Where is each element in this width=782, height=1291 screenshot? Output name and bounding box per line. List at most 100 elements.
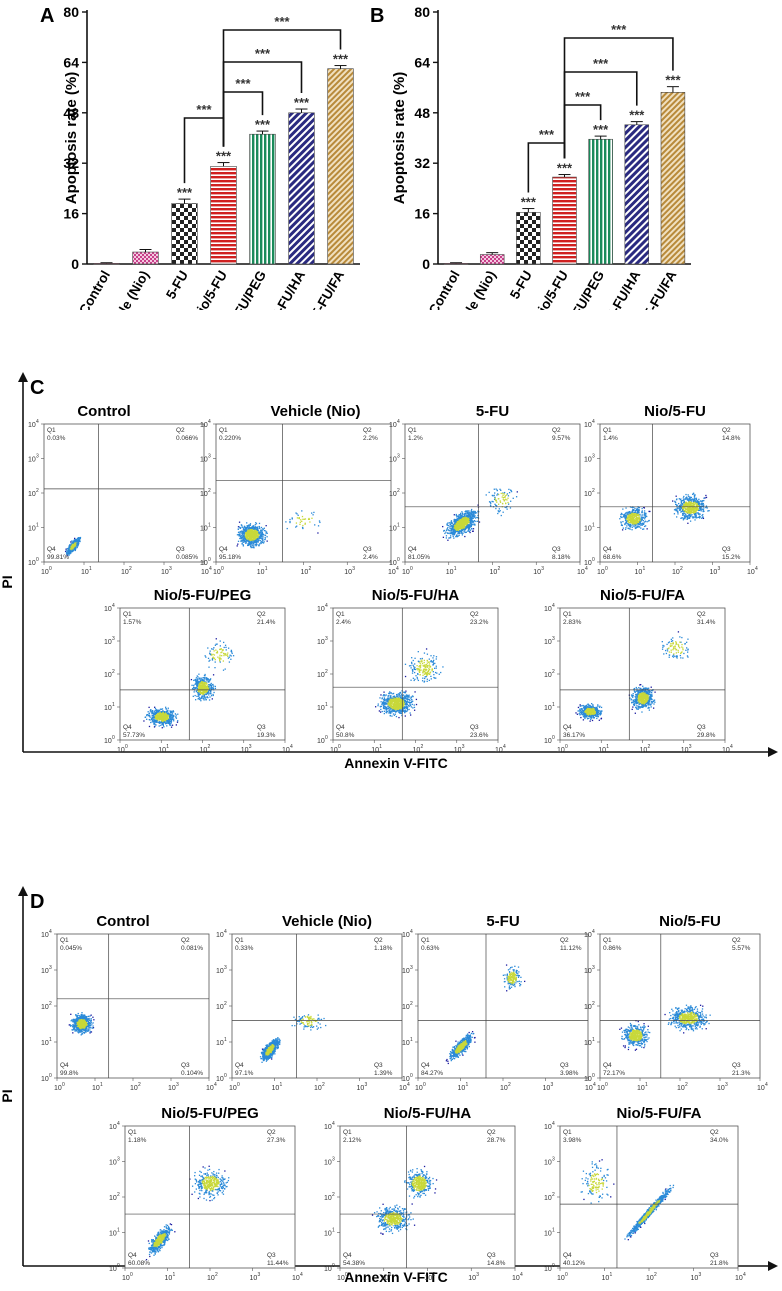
quadrant-name: Q4: [47, 546, 56, 553]
event-dot: [634, 507, 636, 510]
event-dot: [209, 659, 211, 661]
event-dot: [72, 548, 74, 550]
event-dot: [154, 720, 157, 722]
x-tick-exp: 1: [379, 744, 382, 750]
event-dot: [228, 661, 231, 663]
event-dot: [244, 531, 246, 533]
event-dot: [632, 523, 634, 525]
event-dot: [641, 507, 643, 510]
significance-stars: ***: [521, 195, 537, 210]
event-dot: [167, 713, 169, 715]
event-dot: [302, 527, 304, 529]
event-dot: [506, 493, 509, 495]
event-dot: [409, 712, 411, 714]
event-dot: [469, 516, 472, 518]
event-dot: [464, 517, 467, 520]
event-dot: [200, 679, 202, 681]
event-dot: [213, 691, 215, 694]
event-dot: [620, 522, 622, 524]
x-tick-label: Control: [76, 268, 113, 310]
event-dot: [638, 516, 640, 519]
event-dot: [246, 526, 249, 528]
event-dot: [695, 497, 698, 499]
event-dot: [496, 494, 498, 496]
y-tick-label: 10: [317, 672, 325, 679]
event-dot: [442, 530, 445, 532]
event-dot: [478, 521, 481, 523]
x-tick-exp: 0: [49, 566, 52, 572]
event-dot: [629, 510, 631, 513]
event-dot: [198, 673, 200, 675]
event-dot: [452, 535, 454, 538]
x-tick-exp: 0: [221, 566, 224, 572]
event-dot: [633, 516, 636, 518]
event-dot: [474, 512, 476, 515]
event-dot: [681, 506, 684, 508]
event-dot: [685, 503, 688, 506]
event-dot: [214, 658, 216, 661]
event-dot: [684, 514, 687, 516]
event-dot: [67, 549, 69, 551]
event-dot: [446, 529, 448, 531]
y-tick-label: 10: [317, 705, 325, 712]
event-dot: [295, 522, 298, 524]
event-dot: [248, 540, 250, 542]
event-dot: [162, 717, 164, 720]
event-dot: [153, 719, 155, 722]
event-dot: [677, 511, 679, 514]
event-dot: [690, 496, 693, 499]
event-dot: [458, 531, 460, 533]
event-dot: [151, 710, 153, 712]
event-dot: [477, 520, 479, 522]
event-dot: [202, 688, 204, 691]
event-dot: [291, 517, 293, 519]
y-tick-exp: 4: [325, 603, 328, 609]
event-dot: [687, 507, 689, 509]
event-dot: [209, 654, 212, 656]
bracket-label: ***: [274, 14, 290, 29]
event-dot: [202, 685, 204, 688]
event-dot: [450, 522, 452, 524]
event-dot: [631, 524, 633, 526]
event-dot: [176, 721, 179, 723]
event-dot: [389, 710, 391, 712]
event-dot: [694, 512, 697, 515]
plot-frame: [43, 423, 205, 563]
event-dot: [205, 676, 207, 679]
event-dot: [72, 540, 74, 542]
event-dot: [249, 545, 252, 548]
event-dot: [71, 544, 73, 546]
y-tick-label: 10: [28, 422, 36, 429]
event-dot: [696, 501, 698, 504]
event-dot: [504, 496, 506, 498]
event-dot: [206, 677, 209, 680]
event-dot: [682, 499, 684, 502]
x-tick-label: 10: [371, 747, 379, 754]
event-dot: [630, 521, 632, 523]
event-dot: [463, 530, 465, 533]
event-dot: [264, 534, 266, 536]
event-dot: [467, 510, 469, 512]
event-dot: [211, 654, 213, 656]
event-dot: [209, 650, 211, 652]
event-dot: [260, 534, 262, 537]
event-dot: [497, 512, 499, 515]
event-dot: [470, 520, 472, 522]
event-dot: [72, 542, 74, 544]
event-dot: [217, 656, 219, 658]
event-dot: [413, 704, 415, 706]
event-dot: [698, 509, 701, 512]
event-dot: [255, 539, 257, 542]
event-dot: [626, 525, 628, 527]
event-dot: [302, 524, 304, 527]
event-dot: [469, 519, 471, 521]
x-tick-exp: 1: [454, 566, 457, 572]
event-dot: [253, 541, 256, 544]
event-dot: [474, 524, 476, 526]
event-dot: [239, 533, 241, 535]
event-dot: [208, 660, 210, 662]
event-dot: [201, 692, 203, 694]
event-dot: [459, 522, 462, 525]
event-dot: [259, 527, 261, 529]
event-dot: [687, 509, 689, 512]
